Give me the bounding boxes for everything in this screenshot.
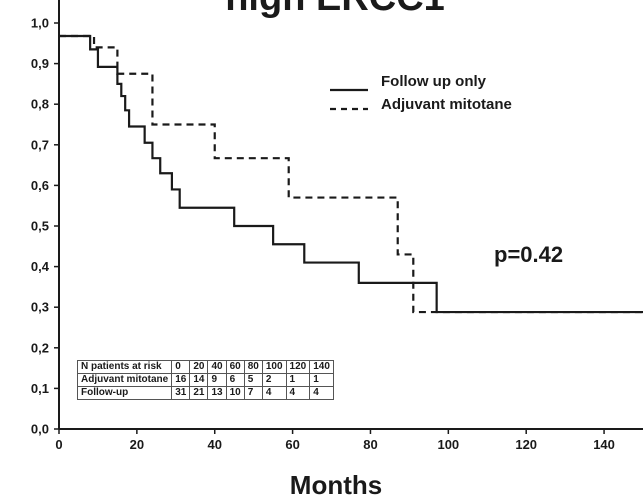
x-axis-label: Months [290, 470, 382, 500]
y-tick-label: 0,3 [31, 300, 49, 315]
x-tick-label: 20 [130, 437, 144, 452]
risk-table-header-cell: 140 [309, 360, 334, 374]
risk-table-cell: 13 [207, 386, 227, 400]
y-tick-label: 0,1 [31, 381, 49, 396]
risk-table-header-cell: 0 [171, 360, 191, 374]
risk-table-row-follow-up: Follow-up 31 21 13 10 7 4 4 4 [76, 386, 334, 400]
risk-table-cell: 31 [171, 386, 191, 400]
series-follow-up-line [59, 34, 643, 314]
risk-table-cell: 9 [207, 373, 227, 387]
risk-table-header-label: N patients at risk [76, 360, 173, 374]
legend-label-follow-up: Follow up only [381, 73, 487, 90]
x-tick-label: 140 [593, 437, 615, 452]
axes: 0 20 40 60 80 100 120 1400,00,10,20,30,40,50,60… [31, 0, 643, 452]
risk-table-cell: 14 [189, 373, 209, 387]
series-adjuvant-mitotane-line [59, 34, 643, 314]
risk-table-header-row: N patients at risk 0 20 40 60 80 100 120… [76, 360, 334, 374]
risk-table-row-label: Follow-up [76, 386, 173, 400]
chart-title: high ERCC1 [225, 0, 445, 19]
risk-table-cell: 4 [261, 386, 287, 400]
risk-table-row-adjuvant: Adjuvant mitotane 16 14 9 6 5 2 1 1 [76, 373, 334, 387]
risk-table-cell: 4 [309, 386, 334, 400]
survival-curves [59, 34, 643, 314]
risk-table-cell: 16 [171, 373, 191, 387]
x-tick-label: 100 [437, 437, 459, 452]
y-tick-label: 0,5 [31, 219, 49, 234]
risk-table-cell: 7 [243, 386, 263, 400]
y-tick-label: 0,4 [31, 259, 50, 274]
risk-table-row-label: Adjuvant mitotane [76, 373, 173, 387]
risk-table-cell: 21 [189, 386, 209, 400]
risk-table-cell: 1 [285, 373, 311, 387]
risk-table-header-cell: 120 [285, 360, 311, 374]
y-tick-label: 0,6 [31, 178, 49, 193]
y-tick-label: 0,8 [31, 97, 49, 112]
risk-table-cell: 4 [285, 386, 311, 400]
risk-table-header-cell: 60 [225, 360, 245, 374]
risk-table-cell: 10 [225, 386, 245, 400]
risk-table-header-cell: 80 [243, 360, 263, 374]
risk-table-cell: 6 [225, 373, 245, 387]
y-tick-label: 0,2 [31, 340, 49, 355]
y-tick-label: 0,0 [31, 422, 49, 437]
legend-label-adjuvant: Adjuvant mitotane [381, 96, 512, 113]
risk-table-header-cell: 100 [261, 360, 287, 374]
x-tick-label: 0 [55, 437, 62, 452]
risk-table-cell: 2 [261, 373, 287, 387]
y-tick-label: 0,9 [31, 56, 49, 71]
patients-at-risk-table: N patients at risk 0 20 40 60 80 100 120… [76, 360, 334, 400]
risk-table-cell: 1 [309, 373, 334, 387]
risk-table-cell: 5 [243, 373, 263, 387]
x-tick-label: 80 [363, 437, 377, 452]
x-tick-label: 60 [285, 437, 299, 452]
x-tick-label: 40 [207, 437, 221, 452]
legend: Follow up only Adjuvant mitotane [330, 73, 512, 113]
p-value-annotation: p=0.42 [494, 242, 563, 267]
y-tick-label: 1,0 [31, 16, 49, 31]
y-tick-label: 0,7 [31, 137, 49, 152]
risk-table-header-cell: 40 [207, 360, 227, 374]
risk-table-header-cell: 20 [189, 360, 209, 374]
x-tick-label: 120 [515, 437, 537, 452]
